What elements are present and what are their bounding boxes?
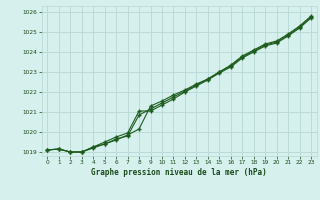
X-axis label: Graphe pression niveau de la mer (hPa): Graphe pression niveau de la mer (hPa) xyxy=(91,168,267,177)
